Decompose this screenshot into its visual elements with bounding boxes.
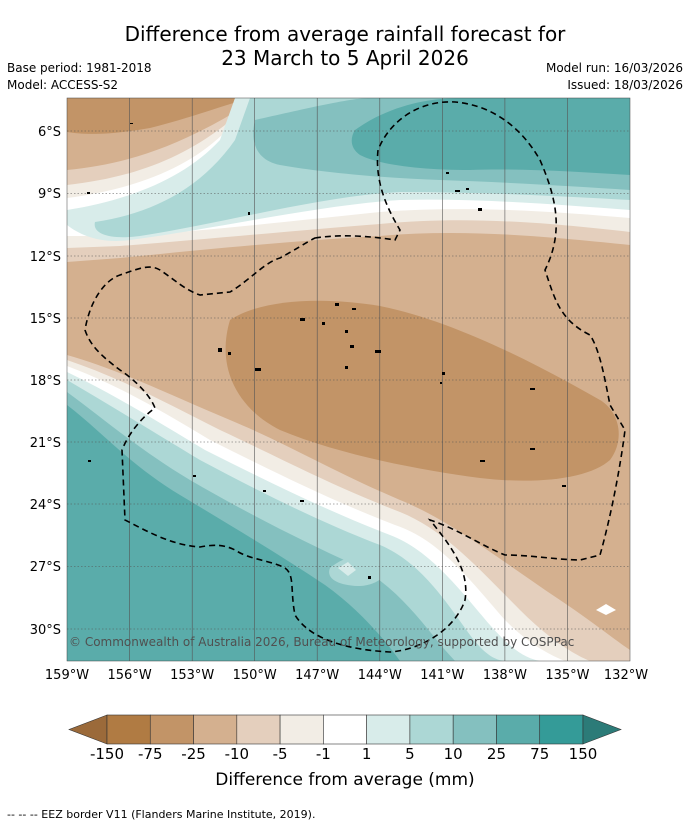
lon-label: 147°W: [295, 668, 339, 683]
colorbar: [68, 714, 622, 745]
colorbar-swatch: [539, 714, 584, 745]
title-line-2: 23 March to 5 April 2026: [221, 46, 469, 70]
lon-label: 150°W: [233, 668, 277, 683]
colorbar-arrow-high: [582, 714, 622, 745]
colorbar-tick-label: 5: [405, 745, 415, 763]
issued-date: Issued: 18/03/2026: [567, 78, 683, 92]
colorbar-tick-label: -150: [89, 745, 125, 763]
colorbar-tick-label: 1: [361, 745, 372, 763]
lon-label: 141°W: [420, 668, 464, 683]
map-field: [67, 98, 630, 661]
colorbar-swatch: [409, 714, 454, 745]
copyright-text: © Commonwealth of Australia 2026, Bureau…: [69, 635, 574, 649]
chart-title: Difference from average rainfall forecas…: [0, 22, 690, 70]
lon-labels: 159°W 156°W 153°W 150°W 147°W 144°W 141°…: [45, 668, 648, 683]
eez-legend-footer: -- -- -- EEZ border V11 (Flanders Marine…: [7, 808, 316, 821]
lon-label: 156°W: [108, 668, 152, 683]
colorbar-title: Difference from average (mm): [215, 770, 475, 790]
lon-label: 138°W: [483, 668, 527, 683]
colorbar-tick-label: -10: [224, 745, 250, 763]
lat-labels: 6°S 9°S 12°S 15°S 18°S 21°S 24°S 27°S 30…: [30, 125, 61, 638]
lat-label: 15°S: [30, 312, 61, 327]
colorbar-tick-label: 150: [568, 745, 598, 763]
colorbar-swatch: [149, 714, 194, 745]
colorbar-tick-label: -25: [181, 745, 206, 763]
colorbar-tick-label: -1: [315, 745, 331, 763]
colorbar-tick-label: -75: [138, 745, 163, 763]
lat-label: 12°S: [30, 250, 61, 265]
colorbar-swatch: [106, 714, 151, 745]
lat-label: 21°S: [30, 436, 61, 451]
gridlines: [67, 98, 630, 661]
lat-label: 27°S: [30, 560, 61, 575]
colorbar-swatch: [323, 714, 367, 745]
meta-right: Model run: 16/03/2026 Issued: 18/03/2026: [546, 60, 683, 94]
title-line-1: Difference from average rainfall forecas…: [124, 22, 566, 46]
eez-border: [84, 101, 626, 653]
lon-label: 135°W: [545, 668, 589, 683]
colorbar-swatch: [452, 714, 497, 745]
colorbar-tick-label: 25: [486, 745, 506, 763]
lat-label: 24°S: [30, 498, 61, 513]
colorbar-tick-label: -5: [272, 745, 288, 763]
islands: [87, 123, 566, 579]
model-run: Model run: 16/03/2026: [545, 61, 683, 75]
colorbar-swatch: [366, 714, 411, 745]
base-period: Base period: 1981-2018: [7, 61, 152, 75]
colorbar-swatch: [236, 714, 281, 745]
lon-label: 144°W: [358, 668, 402, 683]
lon-label: 159°W: [45, 668, 89, 683]
colorbar-tick-label: 75: [530, 745, 550, 763]
lon-label: 132°W: [604, 668, 648, 683]
colorbar-swatch: [496, 714, 541, 745]
lat-label: 9°S: [38, 187, 61, 202]
lat-label: 6°S: [38, 125, 61, 140]
meta-left: Base period: 1981-2018 Model: ACCESS-S2: [7, 60, 152, 94]
colorbar-arrow-low: [68, 714, 108, 745]
lon-label: 153°W: [170, 668, 214, 683]
colorbar-swatch: [279, 714, 324, 745]
colorbar-tick-label: 10: [443, 745, 463, 763]
lat-label: 30°S: [30, 623, 61, 638]
lat-label: 18°S: [30, 374, 61, 389]
colorbar-swatch: [193, 714, 238, 745]
model-name: Model: ACCESS-S2: [7, 78, 119, 92]
